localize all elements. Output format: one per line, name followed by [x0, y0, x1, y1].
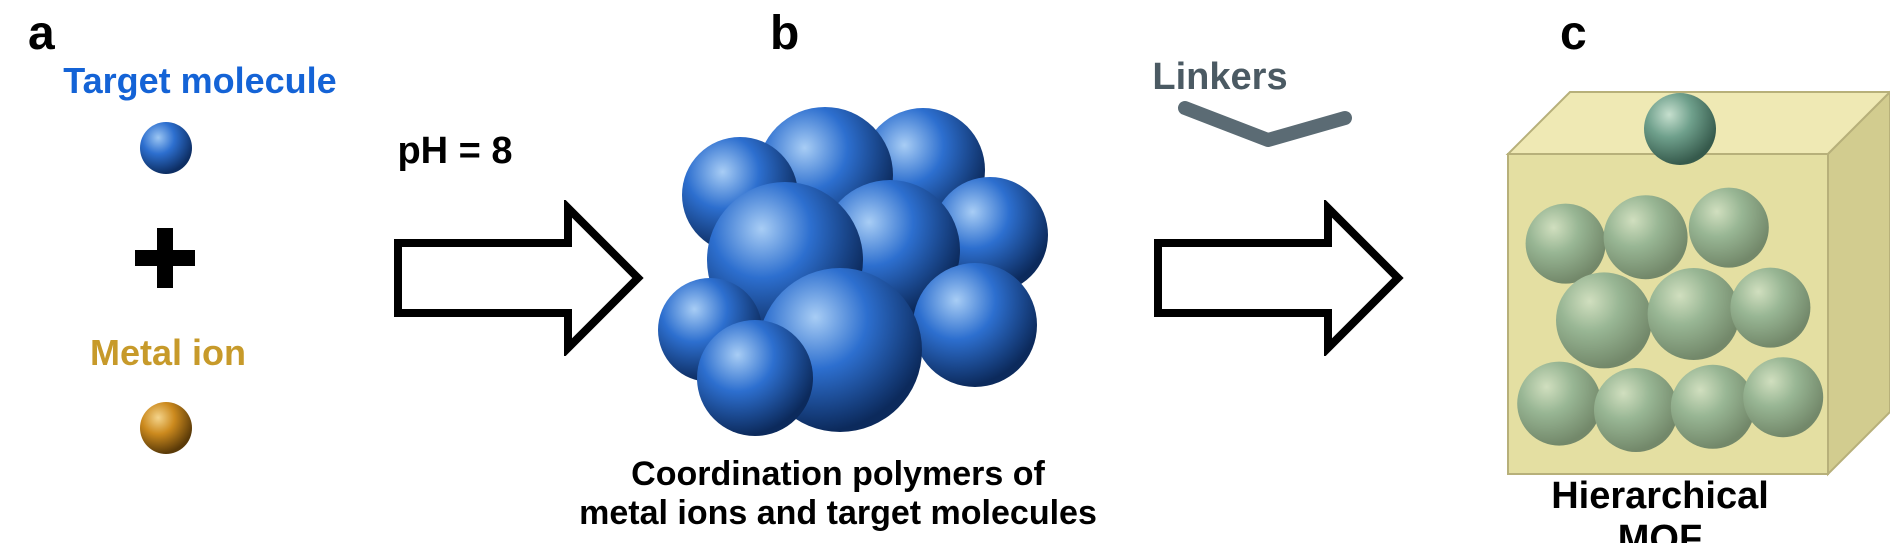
arrow-2-icon	[1150, 200, 1406, 356]
label-target-molecule: Target molecule	[63, 60, 336, 102]
label-linkers: Linkers	[1152, 56, 1287, 99]
arrow-1-icon	[390, 200, 646, 356]
hierarchical-mof-cube	[1488, 42, 1890, 504]
reactant-spheres	[120, 110, 220, 470]
label-caption-b: Coordination polymers of metal ions and …	[579, 455, 1097, 533]
label-ph: pH = 8	[397, 130, 512, 173]
linker-icon	[1171, 94, 1359, 154]
panel-label-b: b	[770, 6, 799, 61]
panel-label-a: a	[28, 6, 55, 61]
diagram-stage: abcTarget moleculeMetal ionpH = 8Linkers…	[0, 0, 1890, 543]
coordination-polymer-cluster	[652, 101, 1054, 442]
